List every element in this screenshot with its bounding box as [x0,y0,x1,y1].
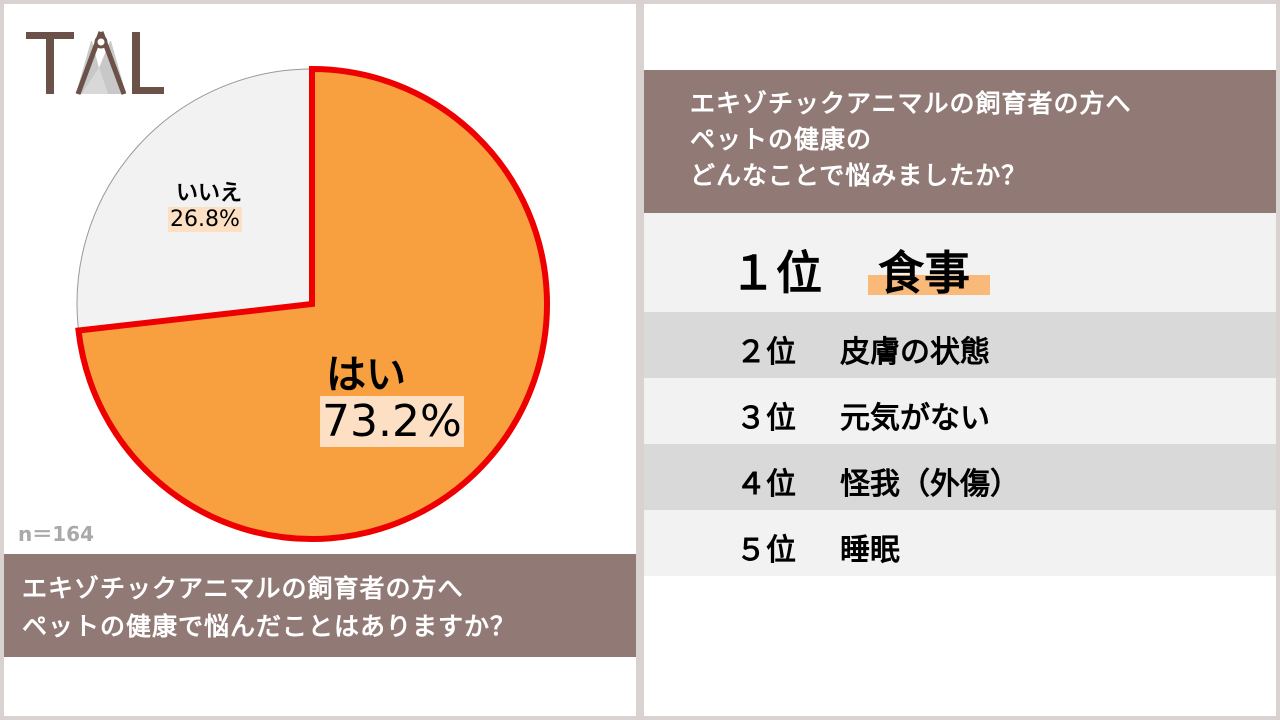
rank-item: 皮膚の状態 [840,335,990,370]
rank-position: １位 [730,246,822,300]
ranking-row: １位 食事 [644,213,1276,312]
pie-label-no: いいえ [176,181,243,206]
rank-1-highlight [868,275,990,295]
ranking-row: ２位 皮膚の状態 [644,312,1276,378]
survey-question-caption: エキゾチックアニマルの飼育者の方へ ペットの健康で悩んだことはありますか？ [4,554,636,657]
ranking-row: ３位 元気がない [644,378,1276,444]
pie-label-yes: はい [326,352,406,398]
rank-item: 怪我（外傷） [840,467,1020,502]
pie-value-yes: 73.2% [320,396,464,447]
pie-value-no: 26.8% [168,207,242,232]
caption-line: エキゾチックアニマルの飼育者の方へ [22,574,464,603]
survey-panel: いいえ 26.8% はい 73.2% n＝164 エキゾチックアニマルの飼育者の… [4,4,636,716]
ranking-row: ４位 怪我（外傷） [644,444,1276,510]
rank-item: 睡眠 [840,533,900,568]
rank-position: ５位 [736,533,796,568]
rank-position: ２位 [736,335,796,370]
tal-logo [26,31,164,95]
caption-line: ペットの健康で悩んだことはありますか？ [22,612,517,641]
rank-position: ３位 [736,401,796,436]
pie-slice-no [76,68,313,332]
ranking-question-caption: エキゾチックアニマルの飼育者の方へ ペットの健康の どんなことで悩みましたか？ [644,70,1276,213]
rank-item: 元気がない [840,401,990,436]
caption-line: ペットの健康の [690,125,873,154]
ranking-panel: エキゾチックアニマルの飼育者の方へ ペットの健康の どんなことで悩みましたか？ … [644,4,1276,716]
pie-value-no-text: 26.8% [168,207,242,232]
sample-size-note: n＝164 [18,522,94,546]
rank-position: ４位 [736,467,796,502]
ranking-row: ５位 睡眠 [644,510,1276,576]
caption-line: どんなことで悩みましたか？ [690,161,1028,190]
caption-line: エキゾチックアニマルの飼育者の方へ [690,89,1132,118]
rank-item: 食事 [878,246,970,300]
pie-value-yes-text: 73.2% [320,396,464,447]
